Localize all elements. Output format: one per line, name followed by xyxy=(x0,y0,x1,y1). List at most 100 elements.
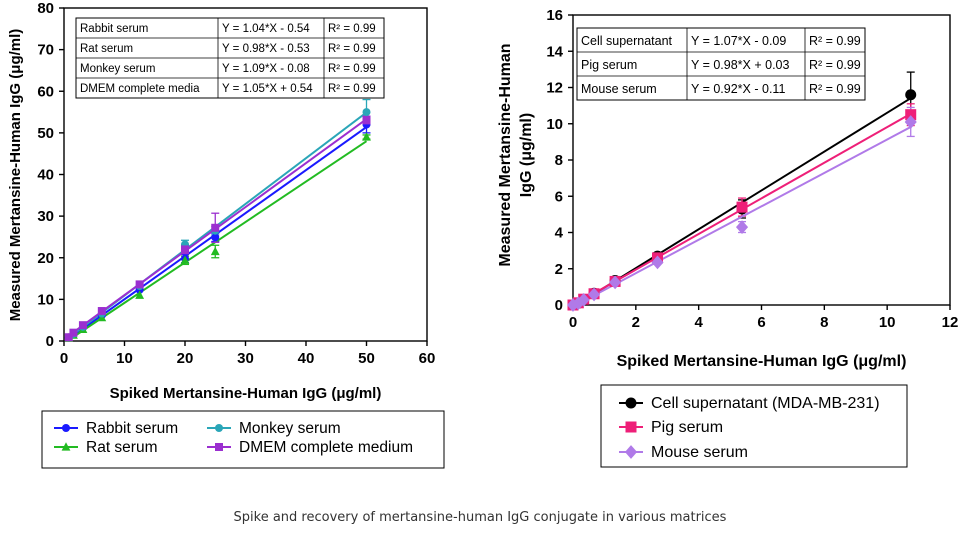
legend-marker xyxy=(215,424,223,432)
y-tick-label: 8 xyxy=(555,152,563,169)
data-point xyxy=(905,89,917,101)
table-cell: R² = 0.99 xyxy=(328,43,376,55)
data-point xyxy=(181,245,189,254)
fit-line xyxy=(68,140,368,341)
legend-box xyxy=(41,410,445,469)
legend-label: Pig serum xyxy=(651,419,723,436)
data-point xyxy=(78,321,87,330)
data-point xyxy=(97,307,106,316)
data-point xyxy=(587,287,601,302)
legend-marker xyxy=(625,421,637,433)
table-cell: Y = 1.04*X - 0.54 xyxy=(222,23,310,35)
table-cell: Pig serum xyxy=(581,58,637,72)
y-axis-label-line: IgG (μg/ml) xyxy=(518,113,535,197)
y-axis-label-line: Measured Mertansine-Human xyxy=(497,43,514,266)
x-tick-label: 60 xyxy=(419,350,436,367)
y-tick-label: 40 xyxy=(37,167,54,184)
table-cell: Y = 1.09*X - 0.08 xyxy=(222,63,310,75)
y-tick-label: 12 xyxy=(546,80,563,97)
x-tick-label: 20 xyxy=(177,350,194,367)
table-cell: Rabbit serum xyxy=(80,23,148,35)
y-tick-label: 6 xyxy=(555,188,563,205)
fit-line xyxy=(572,126,912,308)
data-point xyxy=(64,333,73,342)
legend-marker xyxy=(62,424,70,432)
regression-table xyxy=(576,27,866,101)
y-tick-label: 70 xyxy=(37,42,54,59)
table-cell: R² = 0.99 xyxy=(328,63,376,75)
x-tick-label: 4 xyxy=(694,314,703,331)
data-point xyxy=(135,290,145,299)
table-cell: Cell supernatant xyxy=(581,34,673,48)
x-tick-label: 50 xyxy=(358,350,375,367)
data-point xyxy=(905,109,917,121)
y-tick-label: 20 xyxy=(37,250,54,267)
table-cell: Monkey serum xyxy=(80,63,155,75)
x-tick-label: 10 xyxy=(116,350,133,367)
legend-label: Mouse serum xyxy=(651,444,748,461)
y-tick-label: 10 xyxy=(546,116,563,133)
legend-label: Monkey serum xyxy=(239,420,341,437)
y-tick-label: 80 xyxy=(37,0,54,17)
y-tick-label: 30 xyxy=(37,208,54,225)
table-cell: R² = 0.99 xyxy=(809,34,861,48)
data-point xyxy=(211,223,220,232)
x-tick-label: 6 xyxy=(757,314,765,331)
legend-label: Rabbit serum xyxy=(86,420,178,437)
data-point xyxy=(180,255,190,264)
y-tick-label: 4 xyxy=(555,225,564,242)
table-cell: Y = 1.07*X - 0.09 xyxy=(691,34,786,48)
data-point xyxy=(577,293,590,307)
x-axis-label: Spiked Mertansine-Human IgG (μg/ml) xyxy=(617,353,907,370)
data-point xyxy=(735,220,749,234)
legend-box xyxy=(600,384,908,468)
y-axis-label: Measured Mertansine-Human IgG (μg/ml) xyxy=(7,29,24,322)
table-cell: R² = 0.99 xyxy=(328,23,376,35)
y-tick-label: 16 xyxy=(546,7,563,24)
x-tick-label: 12 xyxy=(942,314,959,331)
data-point xyxy=(736,201,748,213)
table-cell: DMEM complete media xyxy=(80,83,200,95)
x-tick-label: 40 xyxy=(298,350,315,367)
data-point xyxy=(362,108,371,117)
table-cell: Y = 0.98*X - 0.53 xyxy=(222,43,310,55)
legend-marker xyxy=(624,445,638,459)
y-tick-label: 60 xyxy=(37,83,54,100)
legend-marker xyxy=(625,397,637,409)
data-point xyxy=(609,275,622,290)
x-tick-label: 0 xyxy=(569,314,577,331)
x-tick-label: 2 xyxy=(632,314,640,331)
x-tick-label: 30 xyxy=(237,350,254,367)
data-point xyxy=(211,233,220,242)
data-point xyxy=(210,246,220,256)
y-tick-label: 50 xyxy=(37,125,54,142)
y-tick-label: 0 xyxy=(555,297,563,314)
x-axis-label: Spiked Mertansine-Human IgG (μg/ml) xyxy=(110,385,382,402)
data-point xyxy=(904,115,917,129)
data-point xyxy=(362,132,371,141)
data-point xyxy=(566,298,580,312)
y-tick-label: 10 xyxy=(37,291,54,308)
table-cell: R² = 0.99 xyxy=(809,58,861,72)
y-tick-label: 2 xyxy=(555,261,563,278)
table-cell: Y = 1.05*X + 0.54 xyxy=(222,83,313,95)
table-cell: Mouse serum xyxy=(581,82,657,96)
x-tick-label: 0 xyxy=(60,350,68,367)
y-tick-label: 0 xyxy=(46,333,54,350)
data-point xyxy=(572,296,585,311)
table-cell: Y = 0.98*X + 0.03 xyxy=(691,58,790,72)
y-tick-label: 14 xyxy=(546,43,563,60)
data-point xyxy=(69,328,78,337)
table-cell: R² = 0.99 xyxy=(809,82,861,96)
x-tick-label: 8 xyxy=(820,314,828,331)
y-axis-label: Measured Mertansine-Human IgG (μg/ml) xyxy=(497,43,535,266)
x-tick-label: 10 xyxy=(879,314,896,331)
table-cell: Rat serum xyxy=(80,43,133,55)
legend-marker xyxy=(61,442,71,451)
data-point xyxy=(135,280,144,289)
legend-marker xyxy=(215,443,223,451)
data-point xyxy=(651,255,664,270)
figure-caption: Spike and recovery of mertansine-human I… xyxy=(233,510,727,525)
